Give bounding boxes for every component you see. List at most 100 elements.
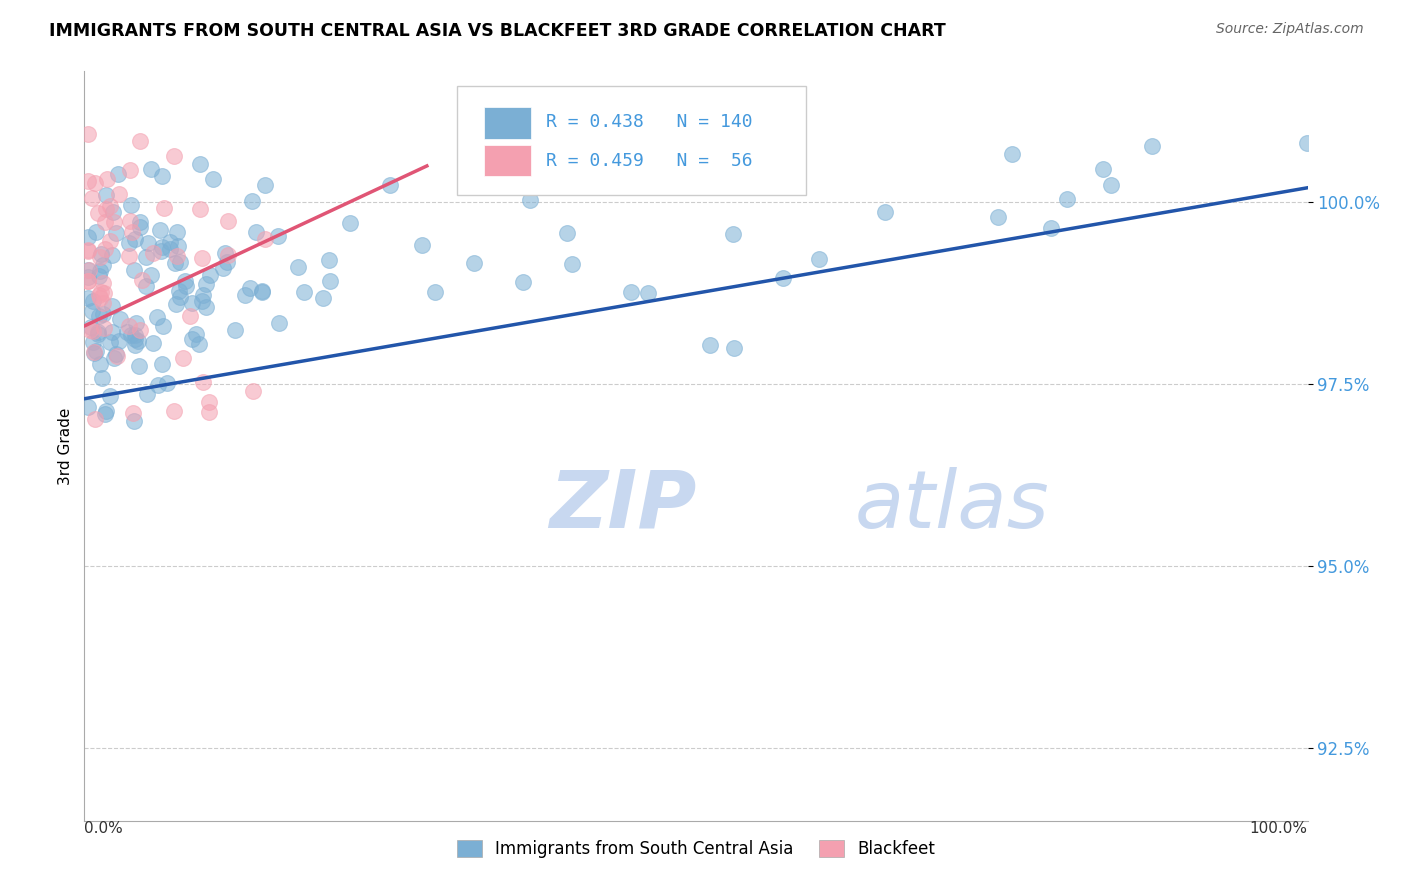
Point	[174, 278, 197, 293]
Point	[245, 225, 267, 239]
Point	[875, 205, 897, 219]
Point	[555, 226, 578, 240]
Point	[96, 404, 118, 418]
Point	[101, 325, 124, 339]
Text: ZIP: ZIP	[550, 467, 696, 545]
Point	[120, 214, 142, 228]
Point	[339, 216, 361, 230]
Point	[172, 351, 194, 366]
Point	[723, 341, 745, 355]
Point	[166, 249, 188, 263]
Point	[118, 249, 141, 263]
Legend: Immigrants from South Central Asia, Blackfeet: Immigrants from South Central Asia, Blac…	[450, 833, 942, 864]
Point	[108, 187, 131, 202]
Point	[139, 162, 162, 177]
Point	[87, 206, 110, 220]
Point	[191, 287, 214, 301]
Point	[103, 205, 125, 219]
Point	[195, 300, 218, 314]
Point	[242, 384, 264, 398]
Point	[121, 225, 143, 239]
Point	[91, 276, 114, 290]
Point	[82, 324, 104, 338]
Point	[118, 319, 141, 334]
Point	[77, 174, 100, 188]
Point	[142, 246, 165, 260]
Point	[77, 400, 100, 414]
Point	[807, 252, 830, 267]
Point	[91, 371, 114, 385]
Point	[721, 227, 744, 241]
Point	[91, 296, 114, 310]
Point	[779, 95, 801, 110]
Point	[224, 322, 246, 336]
Point	[488, 169, 510, 183]
Point	[89, 309, 111, 323]
Point	[124, 332, 146, 346]
Point	[167, 284, 190, 298]
Point	[150, 357, 173, 371]
Point	[318, 252, 340, 267]
Point	[156, 376, 179, 390]
Point	[122, 413, 145, 427]
Point	[82, 293, 104, 308]
Point	[83, 345, 105, 359]
Point	[77, 274, 100, 288]
Point	[89, 264, 111, 278]
Point	[561, 257, 583, 271]
Point	[122, 263, 145, 277]
Point	[77, 244, 100, 258]
Point	[91, 258, 114, 272]
Point	[152, 318, 174, 333]
Point	[463, 256, 485, 270]
Point	[198, 268, 221, 283]
Bar	[484, 145, 531, 177]
Point	[191, 294, 214, 309]
Point	[159, 243, 181, 257]
Point	[122, 405, 145, 419]
Point	[312, 291, 335, 305]
Point	[87, 325, 110, 339]
Point	[198, 394, 221, 409]
Point	[77, 229, 100, 244]
Point	[512, 275, 534, 289]
Point	[150, 169, 173, 184]
Point	[1001, 147, 1024, 161]
Point	[135, 278, 157, 293]
Point	[191, 251, 214, 265]
Point	[986, 210, 1008, 224]
Text: Source: ZipAtlas.com: Source: ZipAtlas.com	[1216, 22, 1364, 37]
Point	[266, 229, 288, 244]
Point	[89, 250, 111, 264]
Point	[188, 156, 211, 170]
Point	[149, 244, 172, 259]
Point	[94, 187, 117, 202]
Point	[683, 179, 706, 194]
Point	[77, 262, 100, 277]
Point	[165, 256, 187, 270]
Point	[166, 225, 188, 239]
Point	[250, 285, 273, 299]
Point	[82, 335, 104, 350]
Point	[153, 201, 176, 215]
Point	[80, 319, 103, 334]
Point	[163, 403, 186, 417]
Point	[135, 250, 157, 264]
Point	[128, 359, 150, 374]
Point	[180, 332, 202, 346]
Point	[80, 303, 103, 318]
Point	[142, 335, 165, 350]
Point	[89, 357, 111, 371]
Y-axis label: 3rd Grade: 3rd Grade	[58, 408, 73, 484]
Point	[212, 260, 235, 275]
Point	[179, 310, 201, 324]
Point	[129, 323, 152, 337]
Point	[728, 163, 751, 178]
Point	[105, 347, 128, 361]
Text: 0.0%: 0.0%	[84, 821, 124, 836]
Point	[250, 284, 273, 298]
Point	[191, 375, 214, 389]
Point	[292, 285, 315, 299]
Point	[1056, 193, 1078, 207]
Point	[591, 147, 613, 161]
